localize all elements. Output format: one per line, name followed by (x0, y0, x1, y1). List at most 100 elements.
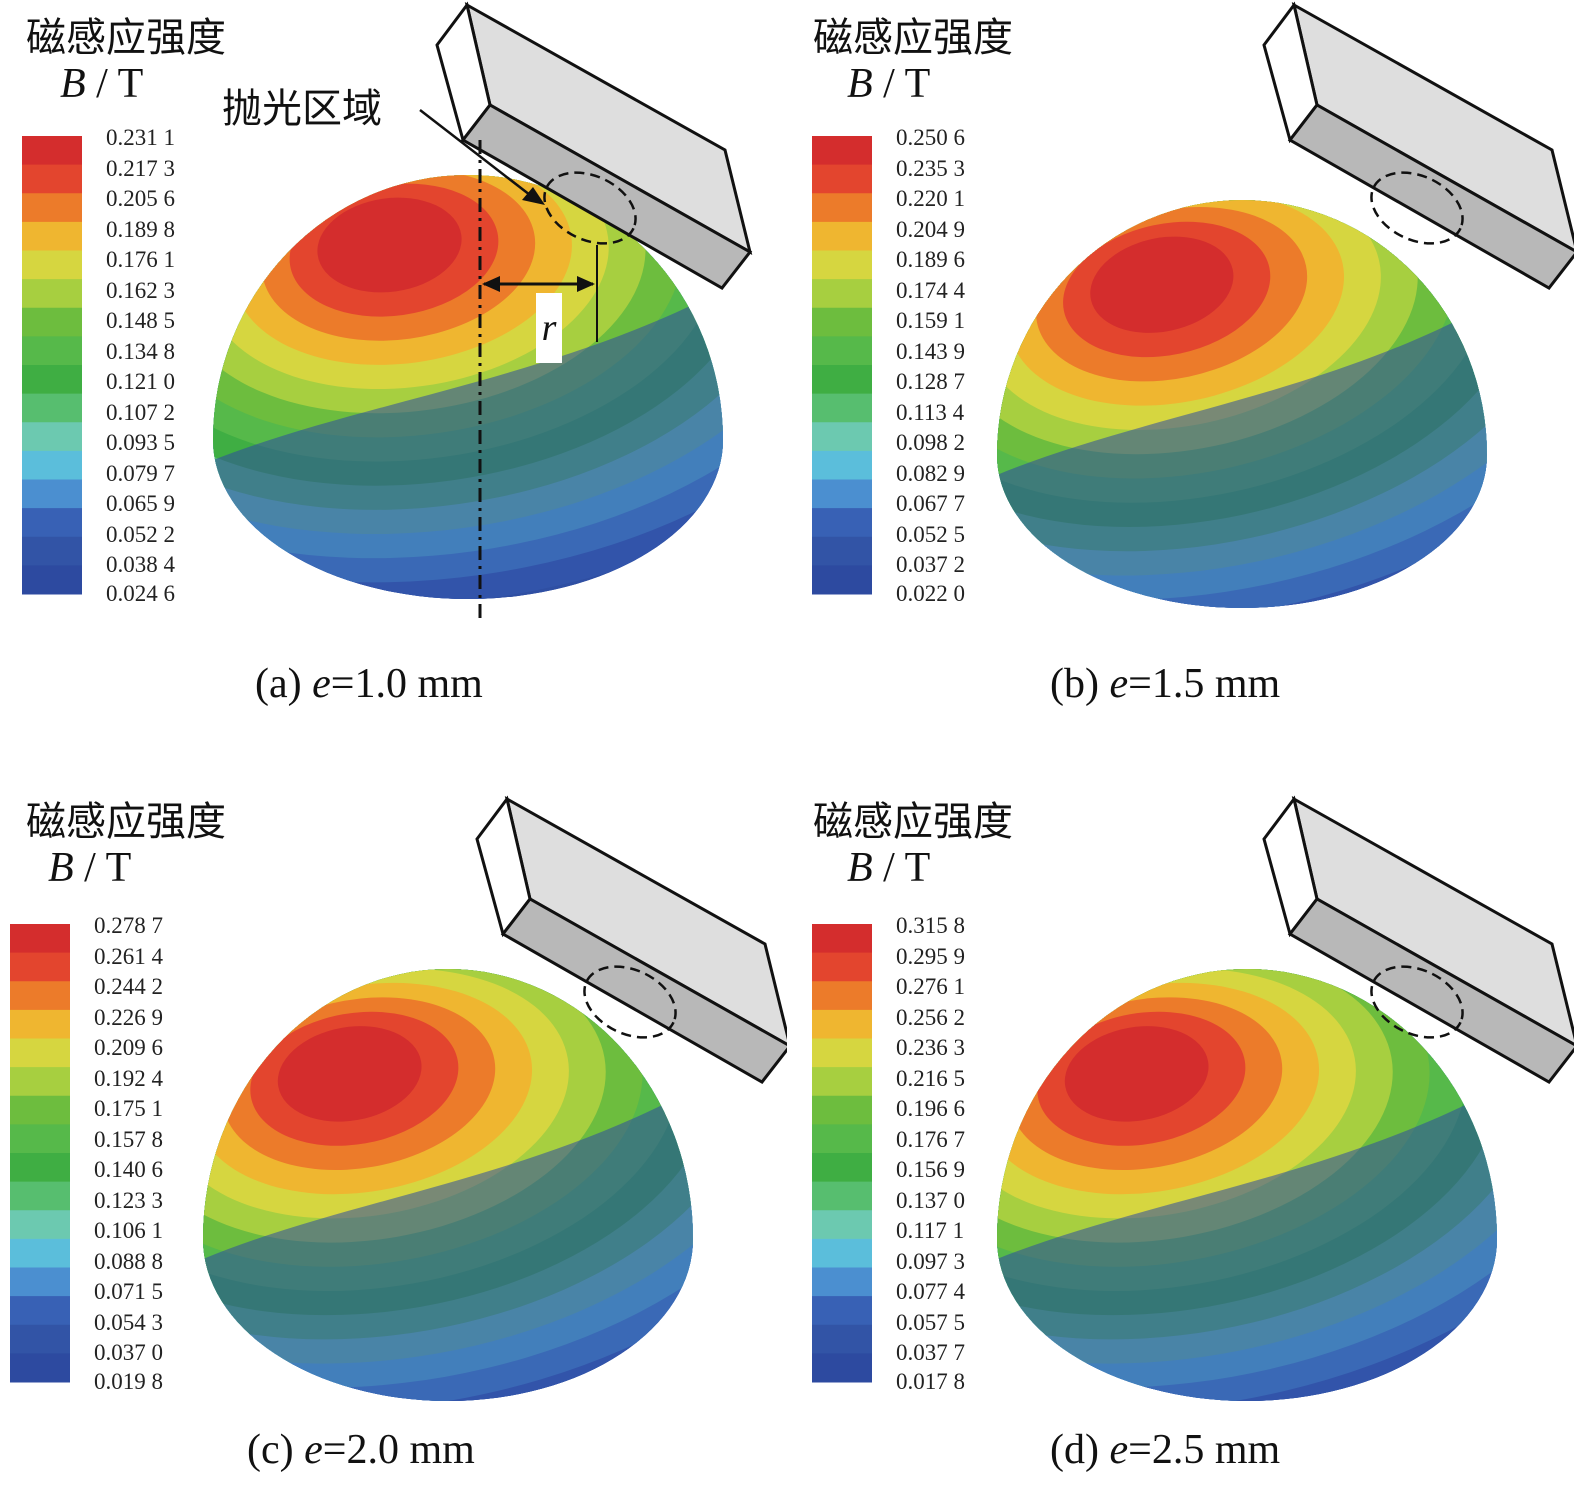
color-bar-segment (812, 164, 872, 194)
color-bar-tick-label: 0.196 6 (896, 1096, 965, 1122)
color-bar-segment (10, 1067, 70, 1097)
color-bar-tick-label: 0.123 3 (94, 1187, 163, 1213)
contour-band (317, 197, 462, 293)
color-bar-tick-label: 0.037 0 (94, 1340, 163, 1366)
color-bar-segment (10, 981, 70, 1011)
lower-shade (997, 1089, 1497, 1401)
color-bar-segment (812, 422, 872, 452)
color-bar-segment (10, 952, 70, 982)
color-bar-tick-label: 0.052 2 (106, 521, 175, 547)
color-bar-segment (812, 365, 872, 395)
leader-line (419, 109, 531, 196)
color-bar-tick-label: 0.226 9 (94, 1004, 163, 1030)
color-bar-tick-label: 0.037 2 (896, 552, 965, 578)
color-bar-tick-label: 0.022 0 (896, 581, 965, 606)
color-bar-tick-label: 0.067 7 (896, 491, 965, 517)
color-bar-segment (812, 952, 872, 982)
color-bar-segment (22, 450, 82, 480)
legend-unit: B / T (847, 845, 931, 891)
color-bar-tick-label: 0.054 3 (94, 1309, 163, 1335)
color-bar-tick-label: 0.175 1 (94, 1096, 163, 1122)
color-bar-segment (22, 136, 82, 166)
color-bar-segment (812, 307, 872, 337)
contour-plot (812, 1, 1574, 608)
color-bar-tick-label: 0.216 5 (896, 1065, 965, 1091)
color-bar-segment (10, 1153, 70, 1183)
color-bar-tick-label: 0.204 9 (896, 216, 965, 242)
color-bar-segment (812, 536, 872, 566)
color-bar-tick-label: 0.261 4 (94, 943, 163, 969)
color-bar-segment (10, 924, 70, 954)
color-bar-segment (10, 1296, 70, 1326)
color-bar-tick-label: 0.209 6 (94, 1035, 163, 1061)
color-bar-segment (22, 164, 82, 194)
color-bar-segment (812, 1210, 872, 1240)
color-bar-tick-label: 0.079 7 (106, 460, 175, 486)
color-bar-segment (10, 1353, 70, 1383)
color-bar-tick-label: 0.192 4 (94, 1065, 163, 1091)
color-bar-tick-label: 0.250 6 (896, 125, 965, 150)
color-bar-segment (812, 1038, 872, 1068)
panel-caption: (d) e=2.5 mm (1050, 1427, 1281, 1473)
color-bar-segment (22, 508, 82, 538)
color-bar-tick-label: 0.174 4 (896, 277, 965, 303)
color-bar-segment (22, 393, 82, 423)
color-bar-segment (10, 1009, 70, 1039)
panel-b: 磁感应强度 B / T 0.250 6 0.235 3 0.220 1 0.204 9 0.… (787, 0, 1574, 744)
color-bar-segment (812, 136, 872, 166)
color-bar-tick-label: 0.098 2 (896, 430, 965, 456)
color-bar-segment (812, 1238, 872, 1268)
color-bar-tick-label: 0.244 2 (94, 974, 163, 1000)
color-bar-segment (10, 1124, 70, 1154)
color-bar-tick-label: 0.220 1 (896, 186, 965, 212)
color-bar-segment (812, 1324, 872, 1354)
color-bar-segment (22, 307, 82, 337)
color-bar-tick-label: 0.107 2 (106, 399, 175, 425)
magnet-block (475, 795, 787, 1084)
magnet-block (1262, 795, 1574, 1084)
color-bar-segment (812, 565, 872, 595)
color-bar-tick-label: 0.176 1 (106, 247, 175, 273)
lower-shade (203, 1089, 693, 1401)
color-bar-tick-label: 0.157 8 (94, 1126, 163, 1152)
lower-shade (997, 305, 1487, 608)
color-bar-tick-label: 0.205 6 (106, 186, 175, 212)
color-bar-segment (10, 1238, 70, 1268)
color-bar-segment (22, 221, 82, 251)
color-bar-tick-label: 0.235 3 (896, 155, 965, 181)
lower-shade (213, 290, 723, 599)
contour-plot (10, 795, 787, 1401)
color-bar-tick-label: 0.121 0 (106, 369, 175, 395)
color-bar-tick-label: 0.037 7 (896, 1340, 965, 1366)
color-bar-segment (812, 221, 872, 251)
color-bar-tick-label: 0.024 6 (106, 581, 175, 606)
legend-unit: B / T (847, 61, 931, 107)
color-bar-tick-label: 0.038 4 (106, 552, 175, 578)
color-bar-tick-label: 0.189 6 (896, 247, 965, 273)
contour-band (1064, 1026, 1209, 1122)
color-bar (812, 136, 872, 595)
polish-region-marker (1370, 965, 1464, 1039)
color-bar-segment (22, 279, 82, 309)
color-bar-tick-label: 0.057 5 (896, 1309, 965, 1335)
color-bar-tick-label: 0.071 5 (94, 1279, 163, 1305)
polish-region-label: 抛光区域 (222, 86, 382, 132)
legend-title: 磁感应强度 (813, 799, 1013, 845)
panel-caption: (a) e=1.0 mm (255, 661, 483, 707)
color-bar-segment (22, 193, 82, 223)
color-bar-tick-label: 0.236 3 (896, 1035, 965, 1061)
color-bar-tick-label: 0.176 7 (896, 1126, 965, 1152)
color-bar-segment (812, 393, 872, 423)
contour-band (277, 1026, 422, 1122)
color-bar-tick-label: 0.159 1 (896, 308, 965, 334)
color-bar-segment (812, 250, 872, 280)
color-bar (22, 136, 82, 595)
panel-a: 抛光区域 r 磁感应强度 B / T 0.231 1 0.217 3 0.205 6 0.18… (0, 0, 787, 744)
color-bar-segment (812, 1067, 872, 1097)
color-bar-tick-label: 0.097 3 (896, 1248, 965, 1274)
color-bar-segment (812, 479, 872, 509)
color-bar-segment (10, 1267, 70, 1297)
color-bar-segment (10, 1181, 70, 1211)
color-bar-tick-label: 0.019 8 (94, 1369, 163, 1394)
color-bar-tick-label: 0.143 9 (896, 338, 965, 364)
